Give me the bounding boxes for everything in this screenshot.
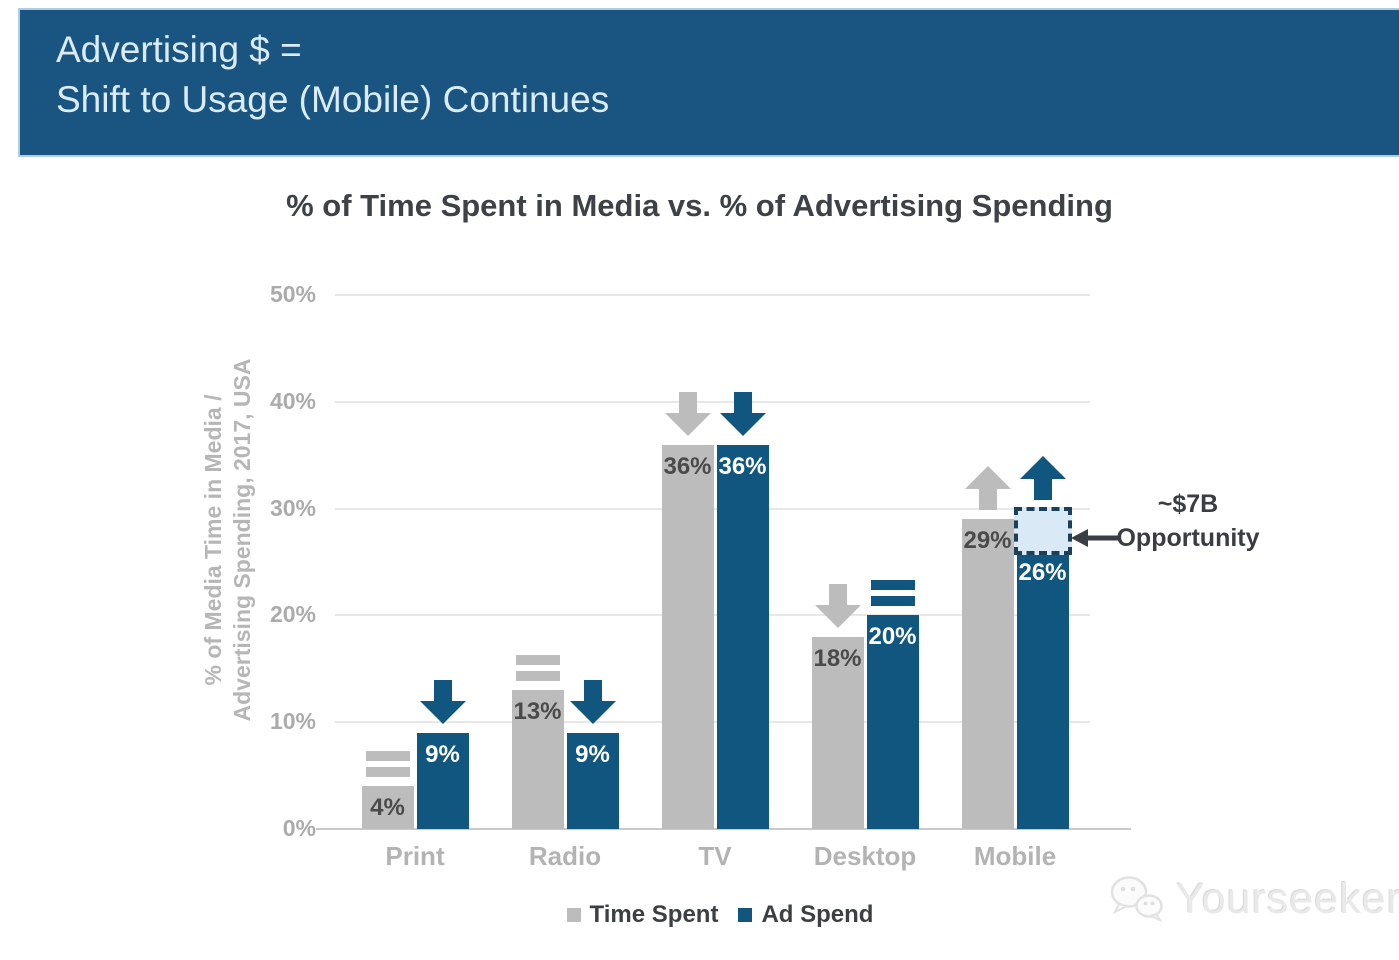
- slide-title-banner: Advertising $ = Shift to Usage (Mobile) …: [18, 8, 1399, 157]
- bar-ad-spend-desktop: [866, 615, 919, 829]
- legend-swatch-ad-spend-icon: [738, 908, 753, 922]
- bar-ad-spend-print: [416, 732, 469, 829]
- legend-item-ad-spend: Ad Spend: [738, 901, 873, 929]
- bar-value-label: 9%: [425, 740, 460, 768]
- opportunity-annotation-line2: Opportunity: [1116, 524, 1260, 552]
- bar-time-spent-print: [361, 786, 414, 829]
- y-tick-label-40: 40%: [269, 387, 316, 414]
- slide-title-line2: Shift to Usage (Mobile) Continues: [56, 79, 610, 120]
- bar-value-label: 29%: [963, 527, 1012, 555]
- trend-equal-icon: [870, 580, 915, 607]
- chart-title: % of Time Spent in Media vs. % of Advert…: [286, 188, 1113, 223]
- trend-equal-icon: [365, 751, 410, 778]
- category-label-tv: TV: [698, 841, 732, 871]
- trend-up-icon: [964, 466, 1011, 511]
- bar-value-label: 36%: [718, 452, 767, 480]
- bar-value-label: 26%: [1018, 559, 1067, 587]
- legend: Time Spent Ad Spend: [0, 901, 1399, 929]
- category-label-print: Print: [385, 841, 445, 871]
- legend-swatch-time-spent-icon: [566, 908, 581, 922]
- bar-value-label: 4%: [370, 794, 405, 822]
- opportunity-box: [1013, 506, 1072, 556]
- bar-value-label: 13%: [513, 698, 562, 726]
- category-label-desktop: Desktop: [813, 841, 917, 871]
- opportunity-annotation: ~$7B Opportunity: [1108, 487, 1268, 555]
- bar-value-label: 20%: [868, 623, 917, 651]
- gridline-40: [335, 400, 1090, 403]
- bar-time-spent-desktop: [811, 636, 864, 829]
- trend-down-icon: [719, 391, 766, 436]
- trend-down-icon: [569, 679, 616, 724]
- bar-ad-spend-tv: [716, 444, 769, 829]
- y-tick-label-0: 0%: [282, 815, 316, 841]
- wechat-logo-icon: [1110, 876, 1163, 923]
- opportunity-annotation-line1: ~$7B: [1157, 490, 1219, 518]
- category-label-radio: Radio: [528, 841, 602, 871]
- y-tick-label-20: 20%: [269, 601, 316, 628]
- bar-time-spent-radio: [511, 690, 564, 829]
- gridline-50: [335, 294, 1090, 296]
- bar-ad-spend-mobile: [1016, 551, 1069, 829]
- trend-down-icon: [814, 583, 861, 628]
- legend-label-time-spent: Time Spent: [589, 901, 719, 928]
- bar-value-label: 18%: [813, 644, 862, 672]
- trend-down-icon: [419, 679, 466, 724]
- bar-value-label: 36%: [663, 452, 712, 480]
- y-tick-label-30: 30%: [269, 494, 316, 521]
- watermark-text: Yourseeker: [1176, 874, 1399, 923]
- left-arrow-icon: [1071, 529, 1118, 547]
- slide-title-line1: Advertising $ =: [56, 29, 302, 70]
- legend-label-ad-spend: Ad Spend: [761, 901, 874, 928]
- watermark: Yourseeker: [1106, 870, 1399, 928]
- category-label-mobile: Mobile: [973, 841, 1057, 871]
- y-tick-label-50: 50%: [269, 281, 316, 307]
- bar-time-spent-tv: [661, 444, 714, 829]
- bar-time-spent-mobile: [961, 519, 1014, 829]
- legend-item-time-spent: Time Spent: [566, 901, 719, 929]
- trend-up-icon: [1019, 455, 1066, 500]
- trend-down-icon: [664, 391, 711, 436]
- y-tick-label-10: 10%: [269, 708, 316, 735]
- bar-value-label: 9%: [575, 740, 610, 768]
- bar-ad-spend-radio: [566, 732, 619, 829]
- x-axis-line: [316, 828, 1131, 830]
- trend-equal-icon: [515, 655, 560, 682]
